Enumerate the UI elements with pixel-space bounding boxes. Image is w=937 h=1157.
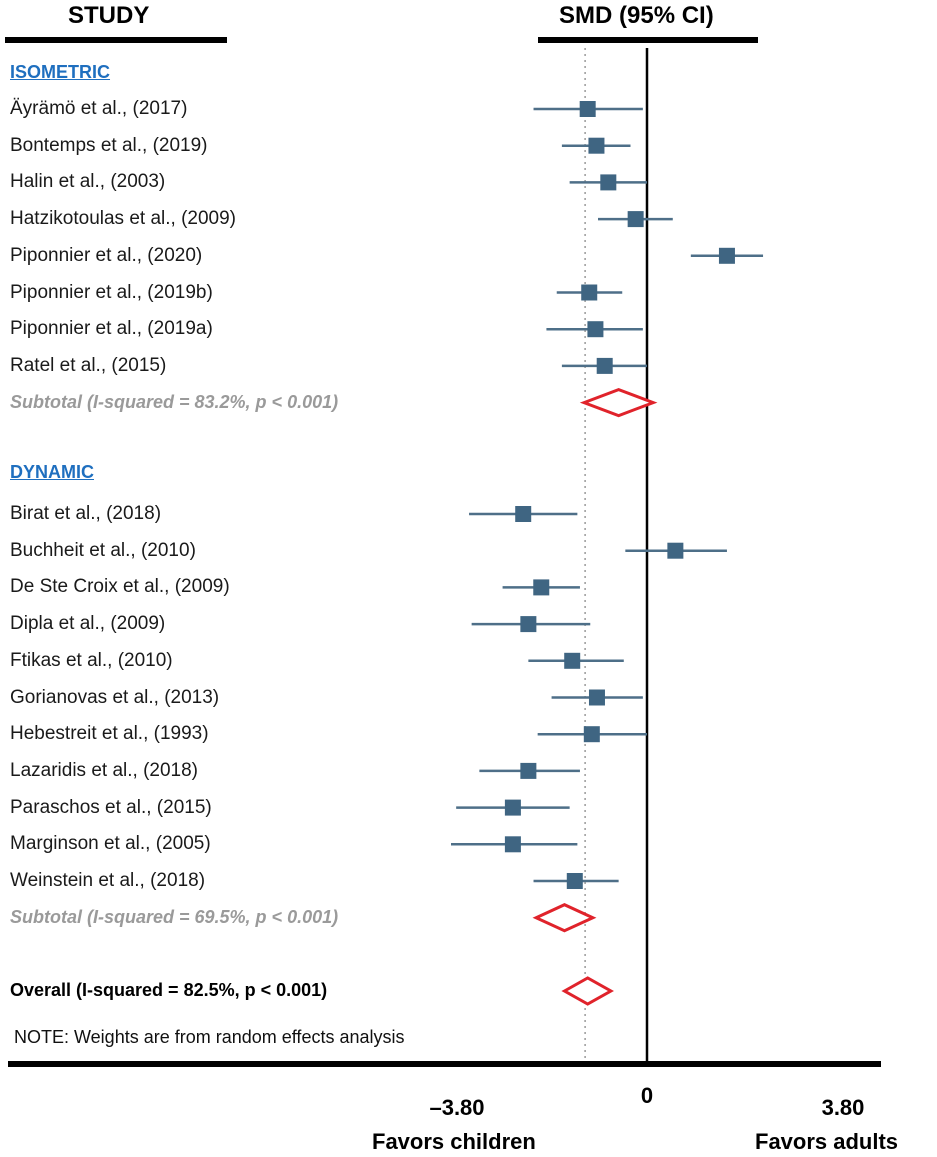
study-label-dynamic-5: Gorianovas et al., (2013) (10, 686, 220, 708)
study-label-isometric-4: Piponnier et al., (2020) (10, 244, 203, 266)
note-text: NOTE: Weights are from random effects an… (14, 1027, 405, 1047)
section-heading-isometric: ISOMETRIC (10, 62, 111, 82)
effect-marker-dynamic-7 (520, 762, 537, 779)
study-label-dynamic-2: De Ste Croix et al., (2009) (10, 576, 230, 598)
effect-marker-dynamic-9 (504, 836, 521, 853)
tick-label-zero: 0 (640, 1083, 654, 1108)
effect-marker-isometric-5 (581, 284, 598, 301)
study-label-isometric-7: Ratel et al., (2015) (10, 354, 167, 376)
effect-marker-isometric-3 (627, 211, 644, 228)
study-label-dynamic-10: Weinstein et al., (2018) (10, 870, 206, 891)
favors-children-label: Favors children (372, 1129, 536, 1154)
effect-marker-isometric-2 (600, 174, 617, 191)
effect-marker-isometric-7 (596, 357, 613, 374)
study-label-isometric-5: Piponnier et al., (2019b) (10, 281, 213, 303)
study-label-dynamic-9: Marginson et al., (2005) (10, 833, 211, 855)
subtotal-diamond-isometric (579, 387, 658, 418)
favors-adults-label: Favors adults (755, 1129, 899, 1154)
effect-marker-isometric-0 (579, 101, 596, 117)
study-header: STUDY (68, 2, 150, 29)
study-label-dynamic-0: Birat et al., (2018) (10, 503, 162, 524)
effect-marker-dynamic-1 (667, 542, 684, 559)
subtotal-label-dynamic: Subtotal (I-squared = 69.5%, p < 0.001) (10, 906, 339, 927)
overall-diamond (561, 976, 614, 1006)
effect-marker-dynamic-6 (583, 726, 600, 743)
tick-label-max: 3.80 (821, 1095, 865, 1120)
study-label-dynamic-8: Paraschos et al., (2015) (10, 796, 212, 818)
effect-marker-isometric-6 (587, 321, 604, 338)
effect-marker-dynamic-3 (520, 616, 537, 633)
study-label-dynamic-7: Lazaridis et al., (2018) (10, 759, 198, 781)
study-label-isometric-6: Piponnier et al., (2019a) (10, 318, 213, 340)
effect-marker-dynamic-4 (564, 652, 581, 669)
study-label-isometric-1: Bontemps et al., (2019) (10, 134, 208, 156)
effect-marker-dynamic-10 (566, 873, 583, 889)
smd-header-bar (538, 37, 758, 43)
effect-marker-dynamic-2 (533, 579, 550, 596)
subtotal-label-isometric: Subtotal (I-squared = 83.2%, p < 0.001) (10, 391, 339, 412)
study-label-dynamic-4: Ftikas et al., (2010) (10, 649, 173, 671)
study-header-bar (5, 37, 227, 43)
effect-marker-dynamic-0 (515, 506, 532, 522)
effect-marker-isometric-4 (718, 247, 735, 264)
study-label-dynamic-6: Hebestreit et al., (1993) (10, 723, 209, 745)
effect-marker-dynamic-5 (588, 689, 605, 706)
study-label-dynamic-1: Buchheit et al., (2010) (10, 539, 196, 561)
study-label-isometric-0: Äyrämö et al., (2017) (10, 98, 188, 119)
study-label-isometric-2: Halin et al., (2003) (10, 171, 166, 193)
study-label-dynamic-3: Dipla et al., (2009) (10, 613, 166, 635)
subtotal-diamond-dynamic (532, 903, 597, 933)
section-heading-dynamic: DYNAMIC (10, 462, 94, 482)
overall-label: Overall (I-squared = 82.5%, p < 0.001) (10, 980, 328, 1000)
bottom-axis-bar (8, 1061, 881, 1067)
effect-marker-dynamic-8 (504, 799, 521, 816)
effect-marker-isometric-1 (588, 137, 605, 154)
tick-label-min: –3.80 (429, 1095, 485, 1120)
smd-header: SMD (95% CI) (559, 2, 714, 29)
study-label-isometric-3: Hatzikotoulas et al., (2009) (10, 208, 237, 230)
